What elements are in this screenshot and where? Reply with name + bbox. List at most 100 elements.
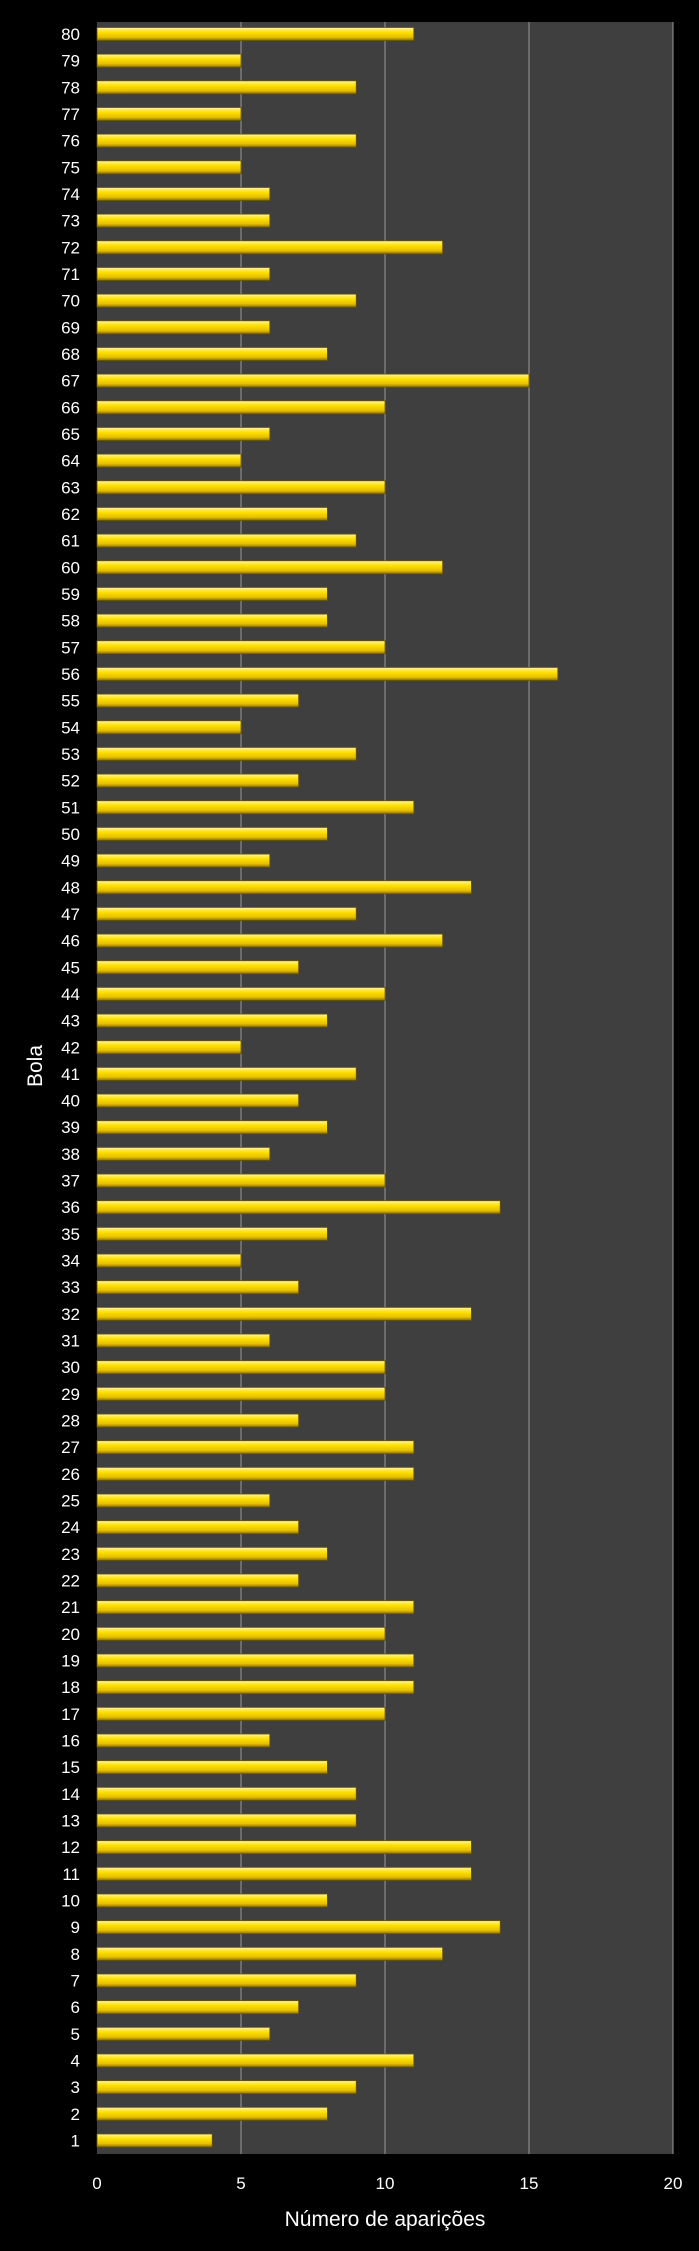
bar-bola-39: [96, 1120, 328, 1135]
y-tick-label: 13: [61, 1812, 80, 1831]
bar-bola-60: [96, 560, 444, 575]
bar-bola-13: [96, 1813, 357, 1828]
bar-bola-44: [96, 987, 386, 1001]
y-tick-label: 7: [71, 1972, 80, 1991]
y-tick-label: 69: [61, 318, 80, 337]
y-tick-label: 73: [61, 212, 80, 231]
y-tick-label: 27: [61, 1438, 80, 1457]
bar-bola-5: [96, 2026, 271, 2041]
y-tick-label: 26: [61, 1465, 80, 1484]
x-tick-label: 10: [376, 2174, 395, 2193]
y-tick-label: 25: [61, 1492, 80, 1511]
bar-bola-12: [96, 1840, 472, 1855]
bar-bola-57: [96, 640, 386, 655]
y-tick-label: 54: [61, 718, 80, 737]
x-axis-label: Número de aparições: [285, 2208, 486, 2231]
y-tick-label: 61: [61, 532, 80, 551]
y-tick-label: 51: [61, 798, 80, 817]
y-tick-label: 64: [61, 452, 80, 471]
bar-bola-48: [96, 880, 472, 895]
bar-bola-27: [96, 1440, 415, 1455]
bar-bola-22: [96, 1573, 300, 1588]
y-tick-label: 2: [71, 2105, 80, 2124]
y-tick-label: 47: [61, 905, 80, 924]
bar-bola-30: [96, 1360, 386, 1375]
bar-bola-65: [96, 427, 271, 441]
y-tick-label: 52: [61, 772, 80, 791]
y-tick-label: 5: [71, 2025, 80, 2044]
bar-bola-68: [96, 347, 328, 361]
y-tick-label: 4: [71, 2052, 80, 2071]
y-tick-label: 42: [61, 1038, 80, 1057]
bar-bola-46: [96, 933, 444, 948]
y-tick-label: 40: [61, 1092, 80, 1111]
x-tick-label: 20: [664, 2174, 683, 2193]
bar-bola-76: [96, 133, 357, 148]
y-tick-label: 53: [61, 745, 80, 764]
y-tick-label: 16: [61, 1732, 80, 1751]
y-tick-label: 23: [61, 1545, 80, 1564]
bar-bola-78: [96, 80, 357, 95]
y-tick-label: 75: [61, 158, 80, 177]
bar-bola-29: [96, 1386, 386, 1401]
bar-bola-16: [96, 1733, 271, 1748]
y-tick-label: 49: [61, 852, 80, 871]
bar-bola-1: [96, 2133, 213, 2148]
y-tick-label: 70: [61, 292, 80, 311]
bar-bola-55: [96, 693, 300, 708]
y-tick-label: 34: [61, 1252, 80, 1271]
y-tick-label: 15: [61, 1758, 80, 1777]
bar-bola-45: [96, 960, 300, 975]
bar-bola-8: [96, 1946, 444, 1961]
bar-bola-40: [96, 1093, 300, 1108]
y-tick-label: 35: [61, 1225, 80, 1244]
y-tick-label: 55: [61, 692, 80, 711]
bar-bola-19: [96, 1653, 415, 1668]
bar-bola-73: [96, 213, 271, 228]
y-tick-label: 31: [61, 1332, 80, 1351]
y-axis-label: Bola: [24, 1045, 47, 1087]
bar-bola-58: [96, 613, 328, 628]
y-tick-label: 21: [61, 1598, 80, 1617]
y-tick-label: 46: [61, 932, 80, 951]
y-tick-label: 56: [61, 665, 80, 684]
y-tick-label: 63: [61, 478, 80, 497]
y-tick-label: 79: [61, 52, 80, 71]
y-tick-label: 41: [61, 1065, 80, 1084]
bar-bola-11: [96, 1866, 472, 1881]
bar-bola-33: [96, 1280, 300, 1295]
y-tick-label: 32: [61, 1305, 80, 1324]
bar-bola-7: [96, 1973, 357, 1988]
bar-bola-50: [96, 827, 328, 841]
bar-bola-77: [96, 107, 242, 121]
y-tick-label: 45: [61, 958, 80, 977]
y-tick-label: 33: [61, 1278, 80, 1297]
bar-bola-71: [96, 267, 271, 281]
y-tick-label: 80: [61, 25, 80, 44]
y-tick-label: 50: [61, 825, 80, 844]
bar-bola-67: [96, 373, 530, 388]
y-tick-label: 58: [61, 612, 80, 631]
y-tick-label: 39: [61, 1118, 80, 1137]
y-tick-label: 77: [61, 105, 80, 124]
bar-bola-21: [96, 1600, 415, 1615]
y-tick-label: 24: [61, 1518, 80, 1537]
y-tick-label: 17: [61, 1705, 80, 1724]
bar-bola-15: [96, 1760, 328, 1775]
bar-bola-75: [96, 160, 242, 175]
y-tick-label: 10: [61, 1892, 80, 1911]
bar-bola-42: [96, 1040, 242, 1055]
bars: [96, 27, 559, 2148]
bar-bola-24: [96, 1520, 300, 1535]
bar-bola-25: [96, 1493, 271, 1508]
y-tick-label: 12: [61, 1838, 80, 1857]
y-tick-label: 44: [61, 985, 80, 1004]
y-tick-label: 18: [61, 1678, 80, 1697]
y-tick-label: 36: [61, 1198, 80, 1217]
bar-bola-52: [96, 773, 300, 788]
y-tick-label: 48: [61, 878, 80, 897]
bar-bola-61: [96, 533, 357, 548]
bar-bola-17: [96, 1706, 386, 1721]
y-tick-label: 9: [71, 1918, 80, 1937]
